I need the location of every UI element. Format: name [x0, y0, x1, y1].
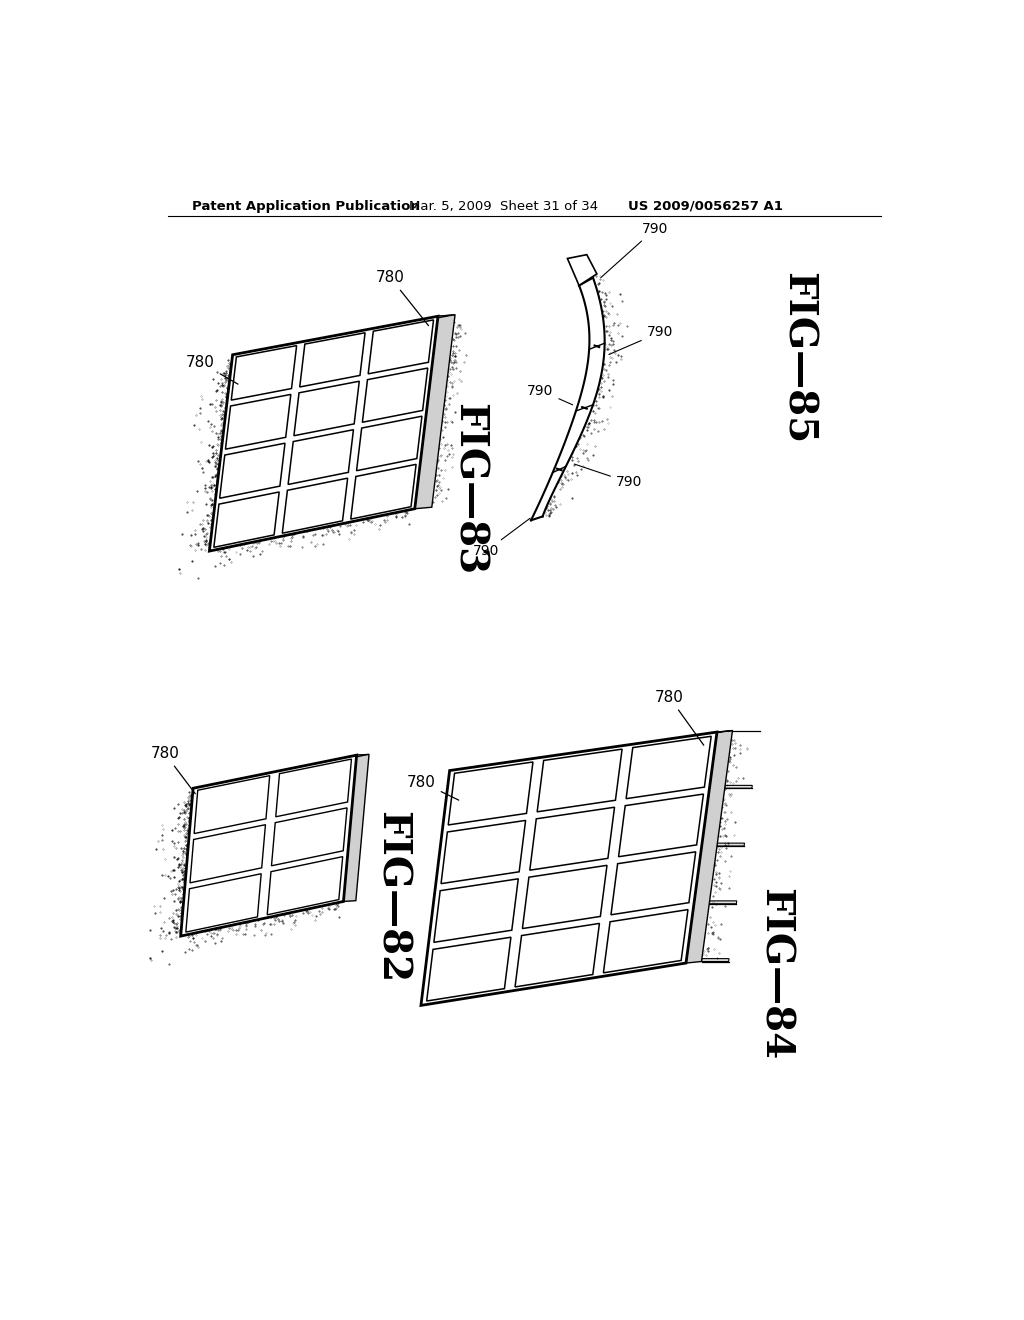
Polygon shape — [618, 795, 703, 857]
Polygon shape — [434, 879, 518, 942]
Polygon shape — [441, 821, 525, 883]
Polygon shape — [531, 277, 604, 520]
Polygon shape — [275, 759, 351, 817]
Polygon shape — [180, 755, 356, 936]
Polygon shape — [362, 368, 428, 422]
Polygon shape — [214, 492, 280, 548]
Text: US 2009/0056257 A1: US 2009/0056257 A1 — [628, 199, 782, 213]
Polygon shape — [300, 333, 366, 387]
Polygon shape — [351, 465, 416, 519]
Polygon shape — [603, 909, 688, 973]
Polygon shape — [267, 857, 343, 915]
Polygon shape — [294, 381, 359, 436]
Polygon shape — [271, 808, 347, 866]
Polygon shape — [538, 750, 622, 812]
Polygon shape — [185, 874, 261, 932]
Polygon shape — [343, 755, 369, 902]
Text: FIG—83: FIG—83 — [450, 404, 487, 576]
Polygon shape — [567, 255, 597, 285]
Polygon shape — [626, 737, 712, 799]
Polygon shape — [710, 900, 736, 904]
Text: Mar. 5, 2009: Mar. 5, 2009 — [409, 199, 492, 213]
Text: 790: 790 — [574, 465, 642, 490]
Text: 780: 780 — [655, 690, 703, 746]
Text: 790: 790 — [609, 326, 673, 355]
Text: 780: 780 — [407, 775, 459, 800]
Text: 790: 790 — [473, 519, 530, 558]
Polygon shape — [522, 866, 607, 928]
Polygon shape — [427, 937, 511, 1001]
Polygon shape — [190, 825, 265, 883]
Polygon shape — [701, 958, 729, 961]
Text: FIG—82: FIG—82 — [372, 812, 411, 983]
Polygon shape — [209, 317, 438, 552]
Polygon shape — [195, 776, 269, 833]
Polygon shape — [611, 851, 695, 915]
Polygon shape — [283, 478, 347, 533]
Polygon shape — [219, 444, 285, 498]
Text: Patent Application Publication: Patent Application Publication — [191, 199, 419, 213]
Polygon shape — [725, 785, 753, 788]
Text: Sheet 31 of 34: Sheet 31 of 34 — [500, 199, 598, 213]
Polygon shape — [421, 733, 717, 1006]
Polygon shape — [288, 430, 353, 484]
Polygon shape — [450, 730, 732, 771]
Polygon shape — [356, 416, 422, 471]
Text: FIG—84: FIG—84 — [756, 888, 794, 1061]
Polygon shape — [449, 762, 532, 825]
Polygon shape — [717, 843, 744, 846]
Polygon shape — [194, 755, 369, 788]
Text: 780: 780 — [151, 746, 196, 793]
Polygon shape — [415, 314, 455, 508]
Polygon shape — [515, 924, 599, 987]
Text: 780: 780 — [376, 271, 428, 326]
Polygon shape — [369, 319, 433, 374]
Polygon shape — [231, 346, 297, 400]
Polygon shape — [225, 395, 291, 449]
Polygon shape — [232, 314, 455, 355]
Polygon shape — [529, 808, 614, 870]
Polygon shape — [686, 730, 732, 964]
Text: 790: 790 — [527, 384, 572, 405]
Text: FIG—85: FIG—85 — [779, 272, 817, 445]
Text: 790: 790 — [601, 222, 668, 277]
Text: 780: 780 — [186, 355, 238, 384]
